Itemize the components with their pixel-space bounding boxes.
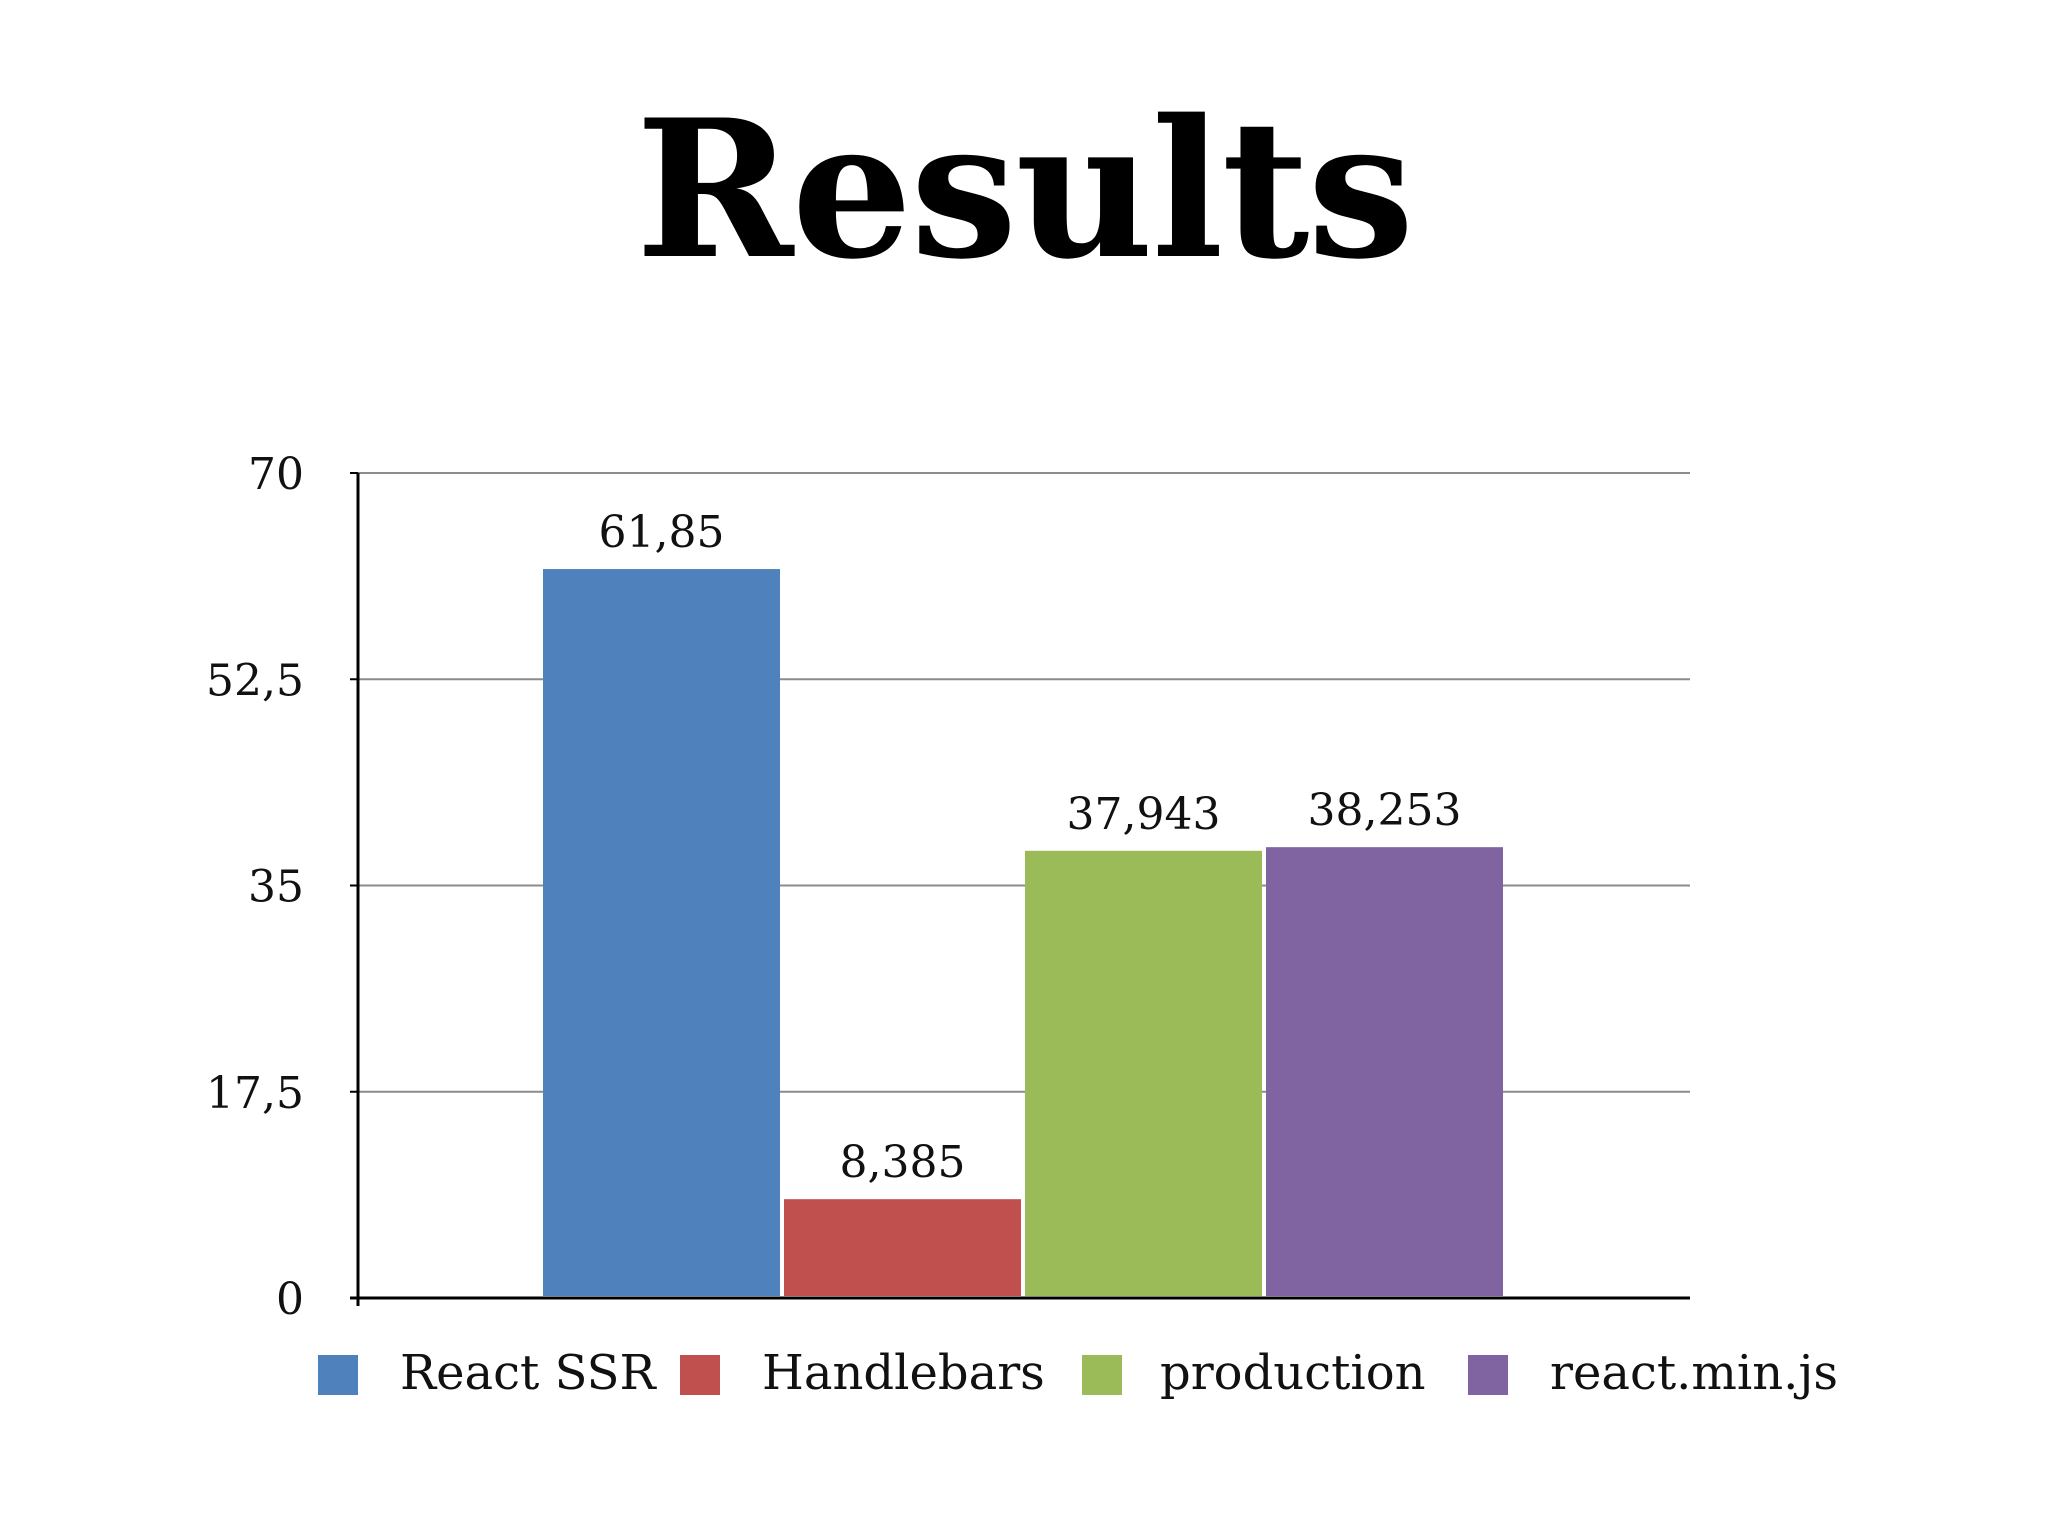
bar-production (1025, 850, 1262, 1296)
y-tick-label: 0 (276, 1274, 304, 1325)
axes (350, 472, 1690, 1306)
data-label: 37,943 (1067, 789, 1221, 840)
data-label: 38,253 (1308, 785, 1462, 836)
legend-swatch (680, 1355, 720, 1395)
legend-item: production (1082, 1345, 1426, 1401)
legend: React SSR Handlebars production react.min.j… (318, 1345, 1838, 1401)
legend-swatch (318, 1355, 358, 1395)
legend-label: Handlebars (762, 1345, 1045, 1401)
bar-react-min-js (1266, 847, 1503, 1296)
bar-handlebars (784, 1199, 1021, 1296)
data-label: 61,85 (599, 507, 725, 558)
legend-item: react.min.js (1468, 1345, 1838, 1401)
y-tick-label: 70 (248, 449, 304, 500)
legend-label: react.min.js (1550, 1345, 1838, 1401)
slide-title: Results (635, 78, 1415, 301)
y-tick-labels: 0 17,5 35 52,5 70 (206, 449, 304, 1325)
y-tick-label: 35 (248, 862, 304, 913)
data-labels: 61,85 8,385 37,943 38,253 (599, 507, 1462, 1188)
y-tick-label: 17,5 (206, 1068, 304, 1119)
bars (543, 569, 1503, 1296)
y-tick-label: 52,5 (206, 655, 304, 706)
legend-label: React SSR (400, 1345, 658, 1401)
data-label: 8,385 (840, 1137, 966, 1188)
legend-label: production (1160, 1345, 1426, 1401)
bar-react-ssr (543, 569, 780, 1296)
legend-item: Handlebars (680, 1345, 1045, 1401)
legend-item: React SSR (318, 1345, 658, 1401)
legend-swatch (1082, 1355, 1122, 1395)
legend-swatch (1468, 1355, 1508, 1395)
